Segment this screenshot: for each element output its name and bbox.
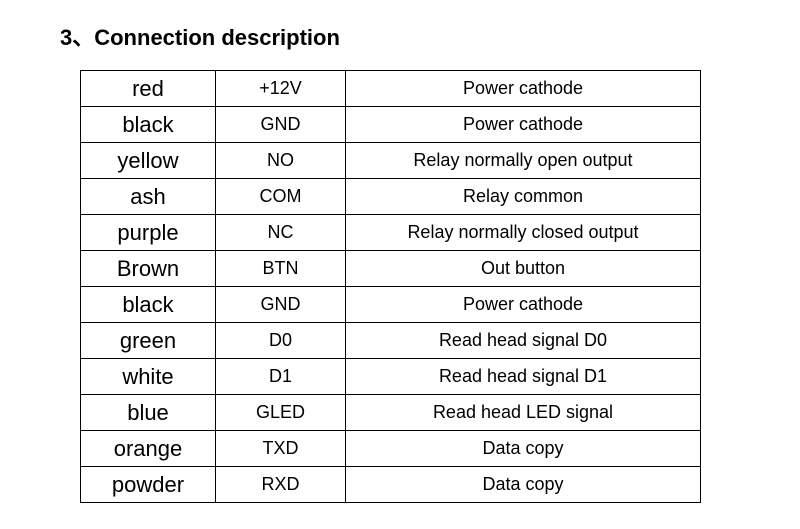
cell-color: powder <box>81 467 216 503</box>
section-heading: 3、Connection description <box>60 20 760 52</box>
cell-desc: Read head signal D1 <box>346 359 701 395</box>
cell-desc: Power cathode <box>346 107 701 143</box>
table-row: green D0 Read head signal D0 <box>81 323 701 359</box>
connection-table: red +12V Power cathode black GND Power c… <box>80 70 701 503</box>
cell-pin: TXD <box>216 431 346 467</box>
table-row: purple NC Relay normally closed output <box>81 215 701 251</box>
cell-pin: D0 <box>216 323 346 359</box>
cell-pin: RXD <box>216 467 346 503</box>
cell-color: red <box>81 71 216 107</box>
cell-desc: Power cathode <box>346 71 701 107</box>
table-row: white D1 Read head signal D1 <box>81 359 701 395</box>
cell-color: white <box>81 359 216 395</box>
cell-pin: GND <box>216 287 346 323</box>
table-row: black GND Power cathode <box>81 107 701 143</box>
cell-color: blue <box>81 395 216 431</box>
cell-desc: Data copy <box>346 467 701 503</box>
cell-color: black <box>81 287 216 323</box>
cell-color: Brown <box>81 251 216 287</box>
table-row: blue GLED Read head LED signal <box>81 395 701 431</box>
table-row: black GND Power cathode <box>81 287 701 323</box>
cell-desc: Data copy <box>346 431 701 467</box>
cell-desc: Relay normally closed output <box>346 215 701 251</box>
cell-desc: Relay common <box>346 179 701 215</box>
cell-pin: NC <box>216 215 346 251</box>
table-row: yellow NO Relay normally open output <box>81 143 701 179</box>
cell-color: purple <box>81 215 216 251</box>
cell-pin: NO <box>216 143 346 179</box>
table-row: Brown BTN Out button <box>81 251 701 287</box>
cell-desc: Power cathode <box>346 287 701 323</box>
cell-color: black <box>81 107 216 143</box>
cell-color: yellow <box>81 143 216 179</box>
cell-pin: GND <box>216 107 346 143</box>
cell-pin: +12V <box>216 71 346 107</box>
table-row: ash COM Relay common <box>81 179 701 215</box>
table-row: powder RXD Data copy <box>81 467 701 503</box>
cell-desc: Read head LED signal <box>346 395 701 431</box>
cell-desc: Read head signal D0 <box>346 323 701 359</box>
cell-pin: BTN <box>216 251 346 287</box>
cell-pin: COM <box>216 179 346 215</box>
cell-pin: GLED <box>216 395 346 431</box>
table-row: red +12V Power cathode <box>81 71 701 107</box>
cell-color: ash <box>81 179 216 215</box>
table-row: orange TXD Data copy <box>81 431 701 467</box>
page: 3、Connection description red +12V Power … <box>0 0 800 523</box>
cell-color: orange <box>81 431 216 467</box>
cell-desc: Out button <box>346 251 701 287</box>
cell-pin: D1 <box>216 359 346 395</box>
cell-desc: Relay normally open output <box>346 143 701 179</box>
cell-color: green <box>81 323 216 359</box>
